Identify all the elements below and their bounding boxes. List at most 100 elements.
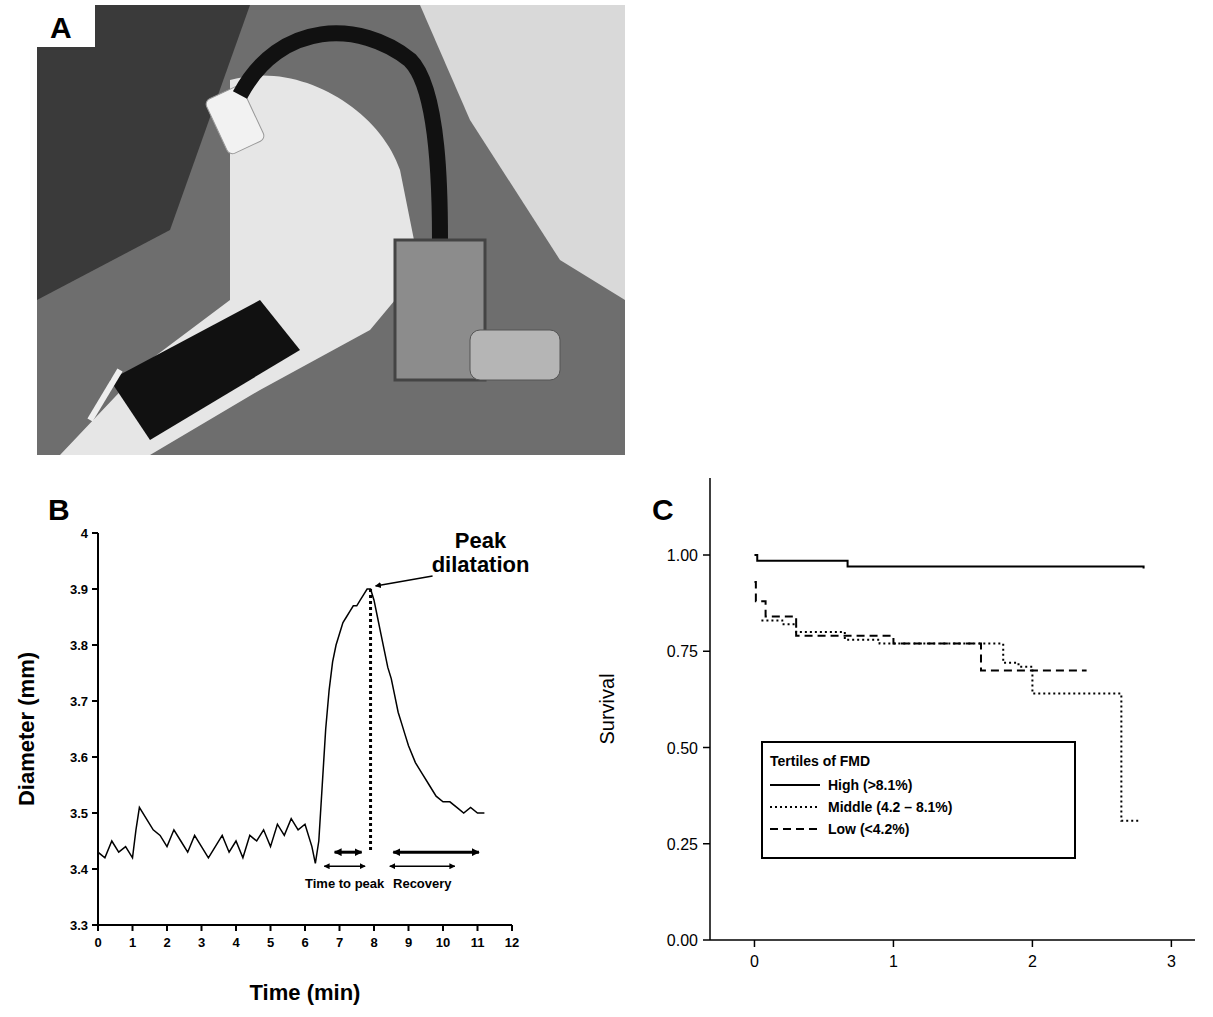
x-tick-label: 0 <box>94 935 101 950</box>
x-tick-label: 5 <box>267 935 274 950</box>
x-tick-label: 12 <box>505 935 519 950</box>
peak-label: Peakdilatation <box>432 528 530 577</box>
y-tick <box>703 651 710 653</box>
panel-b: B3.33.43.53.63.73.83.940123456789101112T… <box>14 493 529 1005</box>
x-tick <box>754 940 756 947</box>
y-tick-label: 3.5 <box>70 806 88 821</box>
y-tick <box>92 812 98 814</box>
photo-knob <box>470 330 560 380</box>
photo-arm <box>60 76 420 455</box>
x-tick <box>408 925 410 931</box>
x-tick <box>97 925 99 931</box>
y-tick-label: 3.4 <box>70 862 89 877</box>
peak-arrow <box>376 576 433 586</box>
x-tick <box>270 925 272 931</box>
interval-label: Time to peak <box>305 876 385 891</box>
x-tick <box>373 925 375 931</box>
y-tick <box>92 756 98 758</box>
x-tick-label: 11 <box>471 935 485 950</box>
y-tick <box>703 747 710 749</box>
survival-curve <box>754 555 1143 568</box>
y-tick <box>92 532 98 534</box>
panel-letter: B <box>48 493 70 526</box>
x-tick-label: 0 <box>750 953 759 970</box>
y-tick-label: 0.25 <box>667 836 698 853</box>
x-tick <box>442 925 444 931</box>
y-tick <box>92 700 98 702</box>
x-tick-label: 2 <box>163 935 170 950</box>
x-tick-label: 8 <box>370 935 377 950</box>
interval-arrow <box>390 865 455 867</box>
photo-tube <box>90 370 120 420</box>
x-axis <box>710 939 1195 941</box>
y-tick <box>703 843 710 845</box>
x-tick <box>893 940 895 947</box>
plot-b-data <box>98 589 484 863</box>
diameter-line <box>98 589 484 863</box>
y-tick <box>703 554 710 556</box>
x-tick <box>339 925 341 931</box>
x-tick-label: 4 <box>232 935 240 950</box>
x-tick-label: 6 <box>301 935 308 950</box>
photo-probe <box>204 84 266 155</box>
legend-swatch <box>770 828 820 830</box>
x-tick <box>1032 940 1034 947</box>
x-tick <box>477 925 479 931</box>
y-tick-label: 0.50 <box>667 740 698 757</box>
x-tick-label: 1 <box>889 953 898 970</box>
x-tick-label: 10 <box>436 935 450 950</box>
y-tick <box>92 868 98 870</box>
legend-swatch <box>770 784 820 786</box>
y-tick-label: 0.00 <box>667 932 698 949</box>
y-tick-label: 1.00 <box>667 547 698 564</box>
y-tick-label: 3.6 <box>70 750 88 765</box>
x-tick <box>1171 940 1173 947</box>
x-tick-label: 1 <box>129 935 136 950</box>
photo-cuff <box>110 300 300 440</box>
peak-line <box>369 589 372 852</box>
panel-a: A <box>37 5 625 455</box>
photo-background <box>37 5 625 455</box>
peak-label-line: dilatation <box>432 552 530 577</box>
legend-title: Tertiles of FMD <box>770 753 870 769</box>
y-tick-label: 3.8 <box>70 638 88 653</box>
panel-letter: C <box>652 493 674 526</box>
x-tick <box>166 925 168 931</box>
y-axis <box>709 478 711 940</box>
y-axis-title: Diameter (mm) <box>14 652 39 806</box>
y-tick-label: 3.3 <box>70 918 88 933</box>
y-tick <box>92 644 98 646</box>
legend-label: High (>8.1%) <box>828 777 912 793</box>
peak-label-line: Peak <box>455 528 507 553</box>
y-tick <box>703 939 710 941</box>
y-tick <box>92 588 98 590</box>
survival-curve <box>754 582 1086 671</box>
x-tick <box>511 925 513 931</box>
figure: AB3.33.43.53.63.73.83.940123456789101112… <box>0 0 1213 1017</box>
y-axis-title: Survival <box>596 673 618 744</box>
x-tick <box>235 925 237 931</box>
x-tick-label: 2 <box>1028 953 1037 970</box>
x-tick <box>304 925 306 931</box>
x-axis-title: Time (min) <box>250 980 361 1005</box>
interval-arrow <box>324 865 365 867</box>
interval-label: Recovery <box>393 876 452 891</box>
x-tick-label: 3 <box>198 935 205 950</box>
interval-arrow <box>393 851 479 854</box>
legend-label: Low (<4.2%) <box>828 821 909 837</box>
legend-box <box>762 742 1075 858</box>
y-tick-label: 4 <box>81 526 89 541</box>
x-tick-label: 7 <box>336 935 343 950</box>
x-tick-label: 9 <box>405 935 412 950</box>
letter-patch <box>37 5 95 47</box>
legend-label: Middle (4.2 – 8.1%) <box>828 799 952 815</box>
photo-cable <box>240 33 440 240</box>
x-tick <box>132 925 134 931</box>
x-tick-label: 3 <box>1167 953 1176 970</box>
legend-swatch <box>770 806 820 808</box>
photo-shadow <box>37 5 250 300</box>
legend: Tertiles of FMD High (>8.1%) Middle (4.2 –… <box>762 742 1075 858</box>
panel-c: C0.000.250.500.751.000123SurvivalTertile… <box>596 478 1195 970</box>
y-axis <box>97 533 99 925</box>
y-tick-label: 3.9 <box>70 582 88 597</box>
